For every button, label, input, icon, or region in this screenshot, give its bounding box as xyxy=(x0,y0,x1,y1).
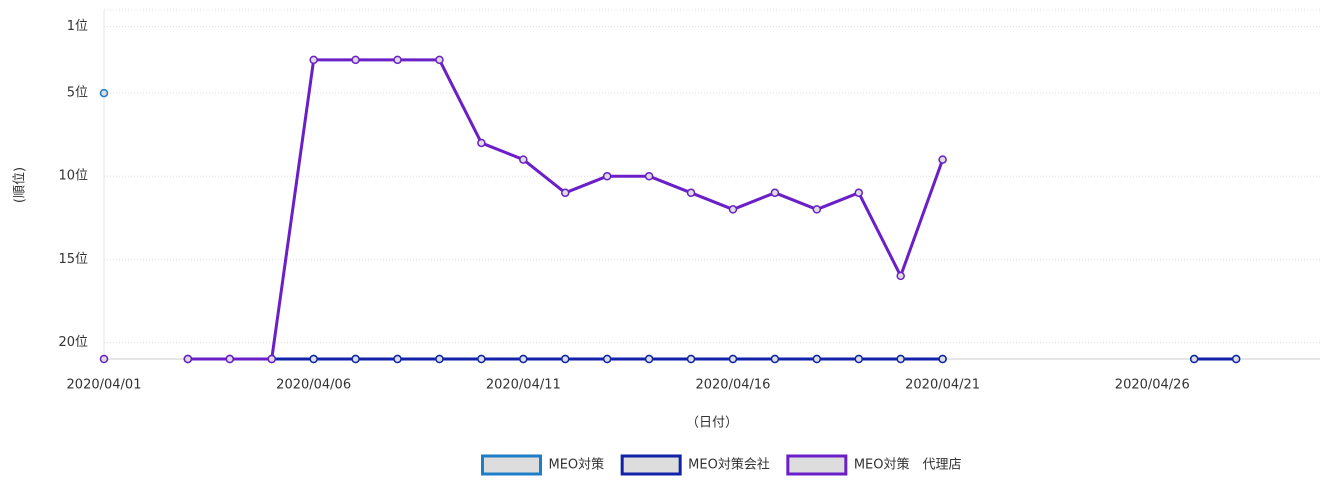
data-point xyxy=(477,138,486,148)
series-line xyxy=(187,58,945,361)
data-point xyxy=(812,354,822,364)
data-point xyxy=(896,271,905,281)
data-point xyxy=(938,354,947,364)
legend-item: MEO対策会社 xyxy=(620,454,770,476)
x-tick-label: 2020/04/01 xyxy=(67,378,142,393)
legend-label: MEO対策 代理店 xyxy=(854,457,962,473)
x-tick-label: 2020/04/21 xyxy=(905,378,980,393)
data-point xyxy=(938,155,947,164)
data-point xyxy=(770,354,780,364)
data-point xyxy=(267,354,276,364)
y-tick-label: 20位 xyxy=(58,335,88,350)
data-point xyxy=(854,188,864,198)
data-point xyxy=(686,354,696,364)
legend-label: MEO対策 xyxy=(548,457,604,473)
x-axis-title: （日付） xyxy=(686,416,738,431)
data-point xyxy=(602,171,612,181)
legend: MEO対策 MEO対策会社 MEO対策 代理店 xyxy=(480,454,962,476)
data-point xyxy=(519,354,528,364)
data-point xyxy=(99,88,109,98)
data-point xyxy=(393,55,402,65)
y-tick-label: 1位 xyxy=(67,19,88,34)
x-tick-label: 2020/04/26 xyxy=(1115,378,1190,393)
data-point xyxy=(309,55,318,65)
data-point xyxy=(519,155,528,164)
y-tick-label: 15位 xyxy=(58,252,88,267)
legend-item: MEO対策 代理店 xyxy=(786,454,962,476)
legend-swatch xyxy=(620,454,682,476)
data-point xyxy=(644,354,654,364)
y-tick-label: 10位 xyxy=(58,169,88,184)
data-point xyxy=(393,354,402,364)
data-point xyxy=(1189,354,1199,364)
data-point xyxy=(896,354,905,364)
data-point xyxy=(309,354,318,364)
data-point xyxy=(1231,354,1241,364)
data-point xyxy=(99,354,109,364)
data-point xyxy=(435,354,444,364)
data-point xyxy=(183,354,193,364)
legend-item: MEO対策 xyxy=(480,454,604,476)
data-point xyxy=(728,205,738,214)
data-point xyxy=(686,188,696,198)
data-point xyxy=(477,354,486,364)
data-point xyxy=(225,354,235,364)
x-tick-label: 2020/04/11 xyxy=(486,378,561,393)
legend-label: MEO対策会社 xyxy=(688,457,770,473)
data-point xyxy=(560,188,570,198)
data-point xyxy=(812,205,822,214)
x-tick-label: 2020/04/16 xyxy=(695,378,770,393)
data-point xyxy=(644,171,654,181)
data-point xyxy=(728,354,738,364)
y-axis-title: (順位) xyxy=(13,167,28,203)
y-tick-label: 5位 xyxy=(67,86,88,101)
data-point xyxy=(351,55,360,65)
data-point xyxy=(435,55,444,65)
data-point xyxy=(560,354,570,364)
data-point xyxy=(854,354,864,364)
data-point xyxy=(770,188,780,198)
legend-swatch xyxy=(480,454,542,476)
legend-swatch xyxy=(786,454,848,476)
x-tick-label: 2020/04/06 xyxy=(276,378,351,393)
data-point xyxy=(351,354,360,364)
data-point xyxy=(602,354,612,364)
